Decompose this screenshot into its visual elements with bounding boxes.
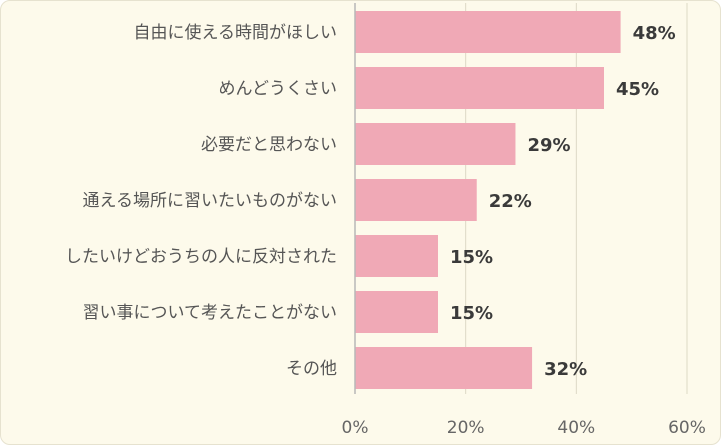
data-label: 29%	[527, 135, 570, 156]
category-label: 通える場所に習いたいものがない	[83, 191, 338, 211]
x-tick-label: 0%	[342, 418, 369, 438]
data-label: 45%	[616, 79, 659, 100]
bar	[355, 11, 621, 53]
bar	[355, 291, 438, 333]
x-tick-label: 40%	[557, 418, 595, 438]
data-label: 48%	[633, 23, 676, 44]
category-label: 自由に使える時間がほしい	[134, 22, 338, 43]
category-label: めんどうくさい	[219, 79, 338, 99]
data-label: 32%	[544, 359, 587, 380]
bar	[355, 235, 438, 277]
x-tick-label: 20%	[447, 418, 485, 438]
bar	[355, 179, 477, 221]
bar	[355, 67, 604, 109]
data-label: 22%	[489, 191, 532, 212]
x-tick-label: 60%	[668, 418, 706, 438]
category-label: 必要だと思わない	[201, 135, 337, 155]
category-label: したいけどおうちの人に反対された	[65, 247, 337, 267]
bar	[355, 123, 516, 165]
bar	[355, 347, 533, 389]
data-label: 15%	[450, 247, 493, 268]
category-label: 習い事について考えたことがない	[83, 303, 338, 323]
category-label: その他	[286, 359, 337, 379]
data-label: 15%	[450, 303, 493, 324]
